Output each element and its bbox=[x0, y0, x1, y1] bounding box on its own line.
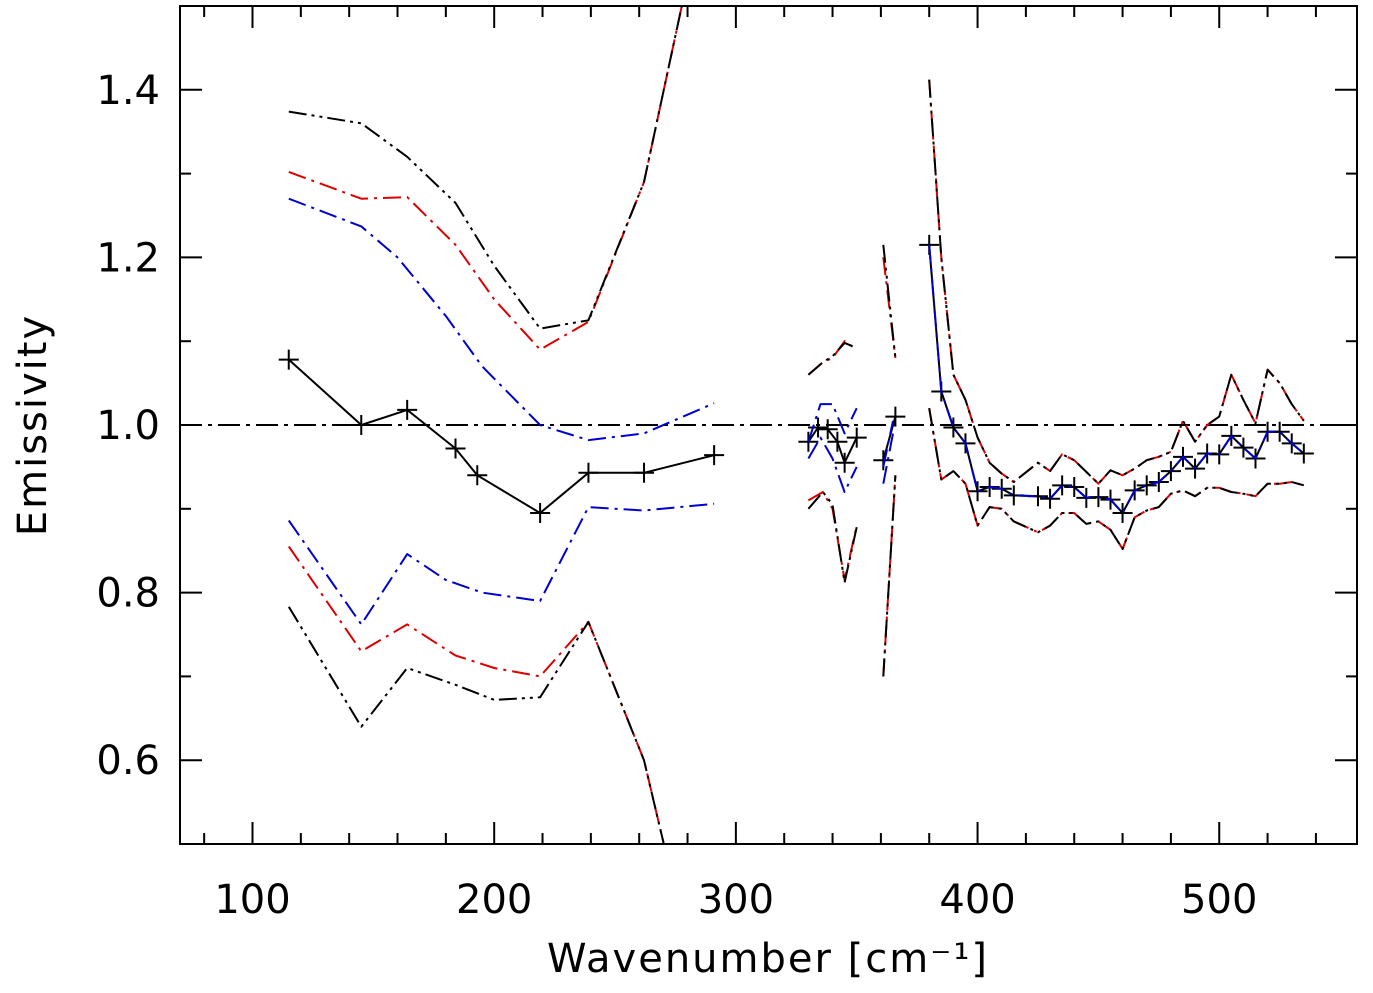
series-4-line bbox=[287, 545, 665, 844]
data-point-marker bbox=[1136, 475, 1157, 496]
series-1-line bbox=[882, 420, 894, 468]
data-point-marker bbox=[445, 438, 466, 459]
series-6-line bbox=[287, 606, 665, 844]
series-1-line bbox=[807, 403, 858, 443]
series-2-line bbox=[287, 502, 715, 626]
x-tick-label: 500 bbox=[1181, 877, 1257, 923]
y-tick-label: 0.6 bbox=[96, 738, 160, 784]
x-axis-title: Wavenumber [cm⁻¹] bbox=[547, 936, 989, 982]
data-point-marker bbox=[530, 502, 551, 523]
y-tick-label: 0.8 bbox=[96, 571, 160, 617]
data-point-marker bbox=[808, 417, 829, 438]
data-point-marker bbox=[467, 465, 488, 486]
data-point-marker bbox=[1040, 488, 1061, 509]
series-1-line bbox=[288, 197, 715, 442]
x-tick-label: 200 bbox=[456, 877, 532, 923]
data-point-marker bbox=[873, 450, 894, 471]
series-3-line bbox=[288, 6, 683, 351]
series-6-line bbox=[882, 475, 897, 677]
y-tick-label: 1.4 bbox=[96, 68, 160, 114]
series-2-line bbox=[807, 436, 858, 493]
data-point-marker bbox=[827, 431, 848, 452]
data-point-marker bbox=[943, 417, 964, 438]
data-point-marker bbox=[1064, 477, 1085, 498]
axes: 100 200 300 400 500 0.6 0.8 1.0 1.2 1.4 bbox=[96, 5, 1358, 923]
x-tick-label: 100 bbox=[214, 877, 290, 923]
series-5-line bbox=[928, 79, 1305, 485]
data-point-marker bbox=[967, 481, 988, 502]
data-point-marker bbox=[704, 445, 725, 466]
data-point-marker bbox=[634, 462, 655, 483]
series-1-line bbox=[928, 244, 1305, 514]
series-6-line bbox=[807, 491, 858, 584]
data-point-marker bbox=[885, 406, 906, 427]
data-point-marker bbox=[834, 452, 855, 473]
series-0-line bbox=[288, 358, 715, 514]
series-4-line bbox=[928, 408, 1305, 550]
data-point-marker bbox=[397, 399, 418, 420]
series-4-line bbox=[807, 491, 858, 581]
data-point-marker bbox=[278, 349, 299, 370]
y-tick-label: 1.2 bbox=[96, 235, 160, 281]
x-tick-label: 300 bbox=[698, 877, 774, 923]
data-point-marker bbox=[817, 419, 838, 440]
y-axis-title: Emissivity bbox=[10, 314, 56, 536]
x-tick-label: 400 bbox=[939, 877, 1015, 923]
series-6-line bbox=[928, 408, 1305, 550]
data-point-marker bbox=[1293, 443, 1314, 464]
data-point-marker bbox=[1233, 437, 1254, 458]
data-point-marker bbox=[846, 427, 867, 448]
y-tick-label: 1.0 bbox=[96, 403, 160, 449]
series-3-line bbox=[928, 79, 1305, 485]
series-5-line bbox=[807, 341, 858, 376]
series-2-line bbox=[882, 433, 894, 484]
data-point-marker bbox=[351, 415, 372, 435]
series-5-line bbox=[288, 6, 683, 330]
plot-area bbox=[180, 6, 1357, 844]
series-5-line bbox=[882, 244, 897, 359]
data-point-marker bbox=[578, 462, 599, 483]
series-0-line bbox=[807, 426, 858, 464]
data-point-marker bbox=[1112, 502, 1133, 523]
